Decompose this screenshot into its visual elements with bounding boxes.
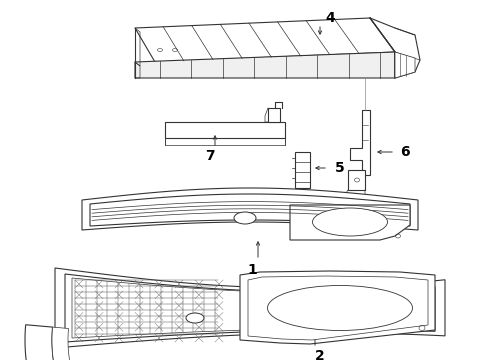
Polygon shape — [90, 194, 409, 226]
Polygon shape — [135, 18, 394, 62]
Polygon shape — [247, 276, 427, 340]
Text: 7: 7 — [205, 149, 214, 163]
Polygon shape — [135, 52, 394, 78]
Polygon shape — [294, 152, 309, 188]
Polygon shape — [65, 274, 434, 342]
Polygon shape — [52, 327, 144, 360]
Polygon shape — [164, 122, 285, 138]
Polygon shape — [349, 110, 369, 175]
Text: 6: 6 — [399, 145, 409, 159]
Polygon shape — [240, 271, 434, 344]
Text: 1: 1 — [246, 263, 256, 277]
Ellipse shape — [185, 313, 203, 323]
Ellipse shape — [234, 212, 256, 224]
Polygon shape — [289, 205, 409, 240]
Polygon shape — [25, 325, 137, 360]
Text: 4: 4 — [325, 11, 334, 25]
Ellipse shape — [312, 208, 386, 236]
Ellipse shape — [267, 285, 412, 330]
Polygon shape — [55, 268, 444, 348]
Polygon shape — [347, 170, 364, 190]
Polygon shape — [394, 52, 414, 78]
Text: 2: 2 — [314, 349, 324, 360]
Polygon shape — [72, 278, 427, 338]
Polygon shape — [82, 188, 417, 230]
Polygon shape — [267, 108, 280, 122]
Text: 5: 5 — [334, 161, 344, 175]
